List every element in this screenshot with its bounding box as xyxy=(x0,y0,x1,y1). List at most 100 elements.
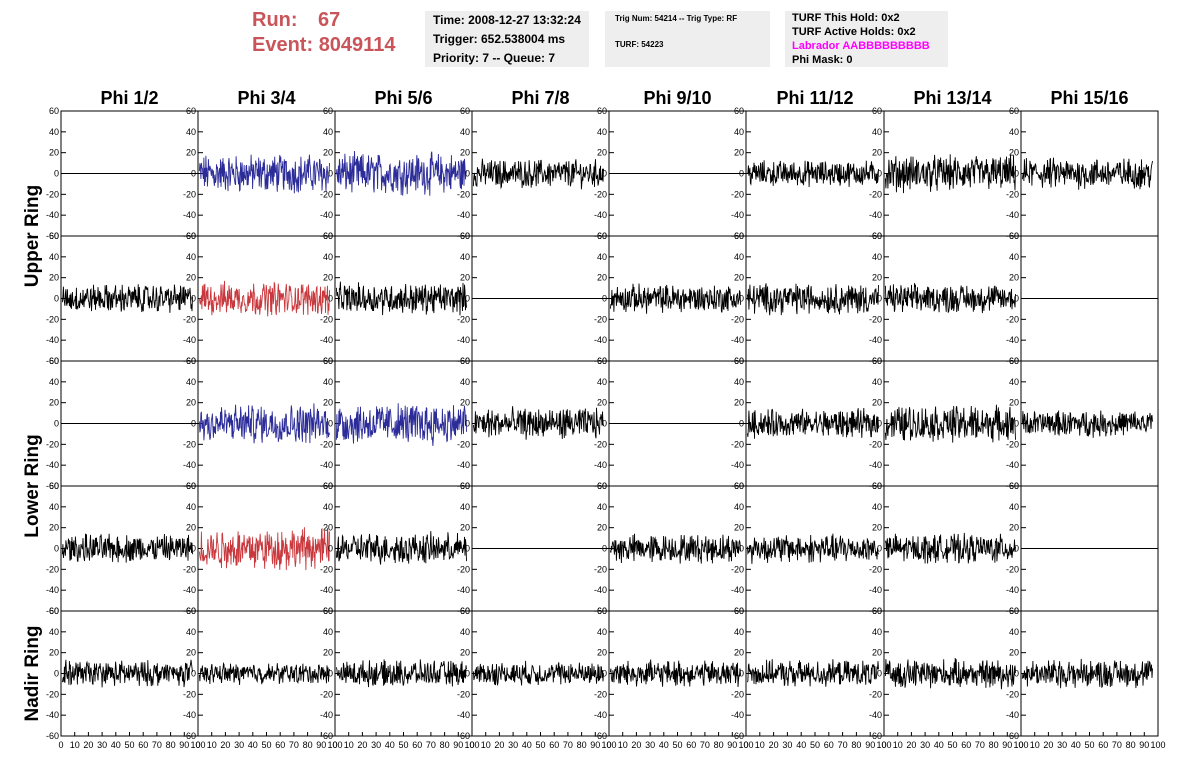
y-tick-label: 60 xyxy=(460,606,470,616)
waveform-trace xyxy=(1021,410,1153,438)
y-tick-label: -40 xyxy=(457,210,470,220)
y-tick-label: 60 xyxy=(1009,356,1019,366)
y-tick-label: 40 xyxy=(597,502,607,512)
y-tick-label: 20 xyxy=(872,523,882,533)
x-tick-label: 40 xyxy=(934,740,944,750)
x-tick-label: 70 xyxy=(152,740,162,750)
y-tick-label: 60 xyxy=(872,606,882,616)
labrador-text: Labrador AABBBBBBBBB xyxy=(792,40,930,52)
x-tick-label: 20 xyxy=(769,740,779,750)
y-tick-label: 40 xyxy=(49,252,59,262)
turf-info-box: TURF This Hold: 0x2 TURF Active Holds: 0… xyxy=(785,11,948,67)
y-tick-label: 20 xyxy=(49,523,59,533)
y-tick-label: -20 xyxy=(1006,689,1019,699)
y-tick-label: -40 xyxy=(46,585,59,595)
y-tick-label: 60 xyxy=(872,106,882,116)
x-tick-label: 100 xyxy=(876,740,891,750)
column-label: Phi 5/6 xyxy=(374,88,432,108)
x-tick-label: 50 xyxy=(810,740,820,750)
y-tick-label: -40 xyxy=(1006,210,1019,220)
waveform-trace xyxy=(746,407,879,439)
y-tick-label: -40 xyxy=(731,585,744,595)
y-tick-label: -40 xyxy=(46,210,59,220)
y-tick-label: -40 xyxy=(183,710,196,720)
y-tick-label: 40 xyxy=(460,377,470,387)
waveform-trace xyxy=(746,659,879,687)
y-tick-label: 60 xyxy=(597,356,607,366)
y-tick-label: -20 xyxy=(1006,189,1019,199)
y-tick-label: -20 xyxy=(183,314,196,324)
x-tick-label: 80 xyxy=(440,740,450,750)
column-label: Phi 3/4 xyxy=(237,88,295,108)
x-tick-label: 80 xyxy=(166,740,176,750)
y-tick-label: 0 xyxy=(739,169,744,179)
y-tick-label: -20 xyxy=(457,689,470,699)
y-tick-label: -20 xyxy=(183,564,196,574)
x-tick-label: 80 xyxy=(851,740,861,750)
x-tick-label: 30 xyxy=(782,740,792,750)
y-tick-label: -40 xyxy=(594,585,607,595)
y-tick-label: 60 xyxy=(597,606,607,616)
y-tick-label: 20 xyxy=(1009,648,1019,658)
x-tick-label: 60 xyxy=(412,740,422,750)
y-tick-label: 0 xyxy=(54,544,59,554)
waveform-trace xyxy=(472,660,604,686)
y-tick-label: 60 xyxy=(460,231,470,241)
x-tick-label: 70 xyxy=(838,740,848,750)
y-tick-label: 40 xyxy=(323,127,333,137)
x-tick-label: 50 xyxy=(535,740,545,750)
y-tick-label: -20 xyxy=(731,564,744,574)
y-tick-label: -20 xyxy=(731,189,744,199)
waveform-trace xyxy=(335,403,467,447)
waveform-trace xyxy=(335,281,467,316)
y-tick-label: -60 xyxy=(183,731,196,741)
y-tick-label: -40 xyxy=(869,335,882,345)
y-tick-label: -40 xyxy=(320,335,333,345)
y-tick-label: 40 xyxy=(734,377,744,387)
y-tick-label: -40 xyxy=(320,210,333,220)
x-tick-label: 90 xyxy=(179,740,189,750)
y-tick-label: -60 xyxy=(46,606,59,616)
y-tick-label: 40 xyxy=(872,502,882,512)
y-tick-label: -40 xyxy=(320,710,333,720)
x-tick-label: 90 xyxy=(453,740,463,750)
waveform-trace xyxy=(609,533,741,564)
x-tick-label: 50 xyxy=(947,740,957,750)
x-tick-label: 100 xyxy=(601,740,616,750)
y-tick-label: -40 xyxy=(457,460,470,470)
y-tick-label: -40 xyxy=(731,460,744,470)
y-tick-label: 20 xyxy=(49,648,59,658)
y-tick-label: 20 xyxy=(323,273,333,283)
y-tick-label: -20 xyxy=(183,189,196,199)
y-tick-label: 20 xyxy=(186,148,196,158)
y-tick-label: -20 xyxy=(594,439,607,449)
x-tick-label: 40 xyxy=(385,740,395,750)
y-tick-label: -20 xyxy=(46,314,59,324)
y-tick-label: -20 xyxy=(1006,564,1019,574)
x-tick-label: 30 xyxy=(508,740,518,750)
x-tick-label: 80 xyxy=(714,740,724,750)
y-tick-label: 20 xyxy=(323,523,333,533)
time-info-box: Time: 2008-12-27 13:32:24 Trigger: 652.5… xyxy=(425,11,589,67)
y-tick-label: 40 xyxy=(186,127,196,137)
y-tick-label: 20 xyxy=(460,273,470,283)
y-tick-label: 60 xyxy=(323,106,333,116)
y-tick-label: 20 xyxy=(1009,273,1019,283)
waveform-trace xyxy=(884,283,1016,314)
y-tick-label: -40 xyxy=(594,710,607,720)
y-tick-label: -20 xyxy=(457,314,470,324)
y-tick-label: -40 xyxy=(183,335,196,345)
y-tick-label: -20 xyxy=(46,439,59,449)
x-tick-label: 100 xyxy=(738,740,753,750)
y-tick-label: 20 xyxy=(597,273,607,283)
y-tick-label: -60 xyxy=(1006,731,1019,741)
y-tick-label: 40 xyxy=(1009,127,1019,137)
y-tick-label: 40 xyxy=(734,127,744,137)
y-tick-label: -40 xyxy=(1006,460,1019,470)
x-tick-label: 80 xyxy=(577,740,587,750)
y-tick-label: 60 xyxy=(323,356,333,366)
y-tick-label: -20 xyxy=(869,439,882,449)
x-tick-label: 50 xyxy=(672,740,682,750)
x-tick-label: 20 xyxy=(83,740,93,750)
y-tick-label: -40 xyxy=(183,460,196,470)
